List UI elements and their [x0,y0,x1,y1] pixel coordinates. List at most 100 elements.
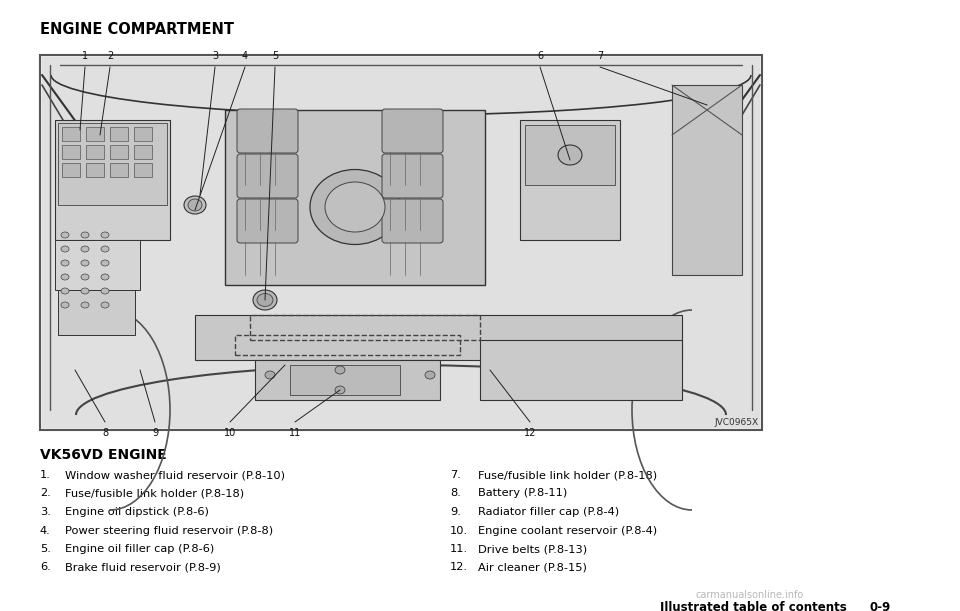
Ellipse shape [81,260,89,266]
Text: 1: 1 [82,51,88,61]
Text: 5.: 5. [40,544,51,554]
Text: Drive belts (P.8-13): Drive belts (P.8-13) [478,544,588,554]
Text: 12: 12 [524,428,537,438]
Ellipse shape [61,274,69,280]
Text: ENGINE COMPARTMENT: ENGINE COMPARTMENT [40,22,234,37]
Bar [250,315,480,340]
Text: carmanualsonline.info: carmanualsonline.info [696,590,804,600]
Bar [255,360,440,400]
Bar [40,55,762,430]
Text: Air cleaner (P.8-15): Air cleaner (P.8-15) [478,563,587,573]
Text: 10.: 10. [450,525,468,535]
Bar [110,145,128,159]
FancyBboxPatch shape [237,154,298,198]
Bar [110,127,128,141]
Text: 9.: 9. [450,507,461,517]
Text: Window washer fluid reservoir (P.8-10): Window washer fluid reservoir (P.8-10) [65,470,285,480]
FancyBboxPatch shape [237,109,298,153]
Text: 4: 4 [242,51,248,61]
Bar [672,85,742,275]
Ellipse shape [558,145,582,165]
Bar [290,365,400,395]
Text: 11.: 11. [450,544,468,554]
Text: Brake fluid reservoir (P.8-9): Brake fluid reservoir (P.8-9) [65,563,221,573]
Bar [55,240,140,290]
Bar [58,123,167,205]
Text: 6.: 6. [40,563,51,573]
Text: 11: 11 [289,428,301,438]
Ellipse shape [257,293,273,307]
Bar [62,127,80,141]
Bar [235,335,460,355]
Text: Engine oil dipstick (P.8-6): Engine oil dipstick (P.8-6) [65,507,209,517]
Bar [55,120,170,240]
Bar [480,340,682,400]
Bar [62,163,80,177]
FancyBboxPatch shape [237,199,298,243]
Bar [520,120,620,240]
Ellipse shape [101,260,109,266]
Ellipse shape [188,199,202,211]
Text: Engine oil filler cap (P.8-6): Engine oil filler cap (P.8-6) [65,544,214,554]
FancyBboxPatch shape [382,199,443,243]
Ellipse shape [81,246,89,252]
Text: 7: 7 [597,51,603,61]
Ellipse shape [81,288,89,294]
Ellipse shape [310,169,400,244]
Bar [62,145,80,159]
Bar [225,110,485,285]
Ellipse shape [101,274,109,280]
Ellipse shape [425,371,435,379]
Text: 8.: 8. [450,489,461,499]
Bar [86,127,104,141]
Ellipse shape [184,196,206,214]
Text: 2: 2 [107,51,113,61]
Bar [58,290,135,335]
Text: 6: 6 [537,51,543,61]
Text: 7.: 7. [450,470,461,480]
Ellipse shape [335,366,345,374]
Ellipse shape [61,302,69,308]
Ellipse shape [81,232,89,238]
Text: Fuse/fusible link holder (P.8-18): Fuse/fusible link holder (P.8-18) [478,470,658,480]
Text: 1.: 1. [40,470,51,480]
Text: 8: 8 [102,428,108,438]
Ellipse shape [61,246,69,252]
Ellipse shape [61,232,69,238]
Bar [134,145,152,159]
Ellipse shape [81,302,89,308]
Ellipse shape [61,260,69,266]
Bar [525,125,615,185]
Text: VK56VD ENGINE: VK56VD ENGINE [40,448,167,462]
Text: 5: 5 [272,51,278,61]
Text: 9: 9 [152,428,158,438]
Bar [134,163,152,177]
Text: 10: 10 [224,428,236,438]
Ellipse shape [101,246,109,252]
Text: Fuse/fusible link holder (P.8-18): Fuse/fusible link holder (P.8-18) [65,489,244,499]
Text: Battery (P.8-11): Battery (P.8-11) [478,489,567,499]
Text: 3.: 3. [40,507,51,517]
Text: 3: 3 [212,51,218,61]
Text: Illustrated table of contents: Illustrated table of contents [660,601,847,611]
Ellipse shape [101,288,109,294]
Ellipse shape [335,386,345,394]
FancyBboxPatch shape [382,109,443,153]
Bar [86,145,104,159]
Ellipse shape [101,302,109,308]
Ellipse shape [325,182,385,232]
Bar [134,127,152,141]
Text: Radiator filler cap (P.8-4): Radiator filler cap (P.8-4) [478,507,619,517]
Text: JVC0965X: JVC0965X [715,418,759,427]
Ellipse shape [81,274,89,280]
Bar [110,163,128,177]
Bar [195,315,682,360]
Bar [86,163,104,177]
Ellipse shape [101,232,109,238]
Text: 2.: 2. [40,489,51,499]
Ellipse shape [253,290,277,310]
Text: 4.: 4. [40,525,51,535]
Text: 0-9: 0-9 [870,601,891,611]
Text: 12.: 12. [450,563,468,573]
Ellipse shape [265,371,275,379]
